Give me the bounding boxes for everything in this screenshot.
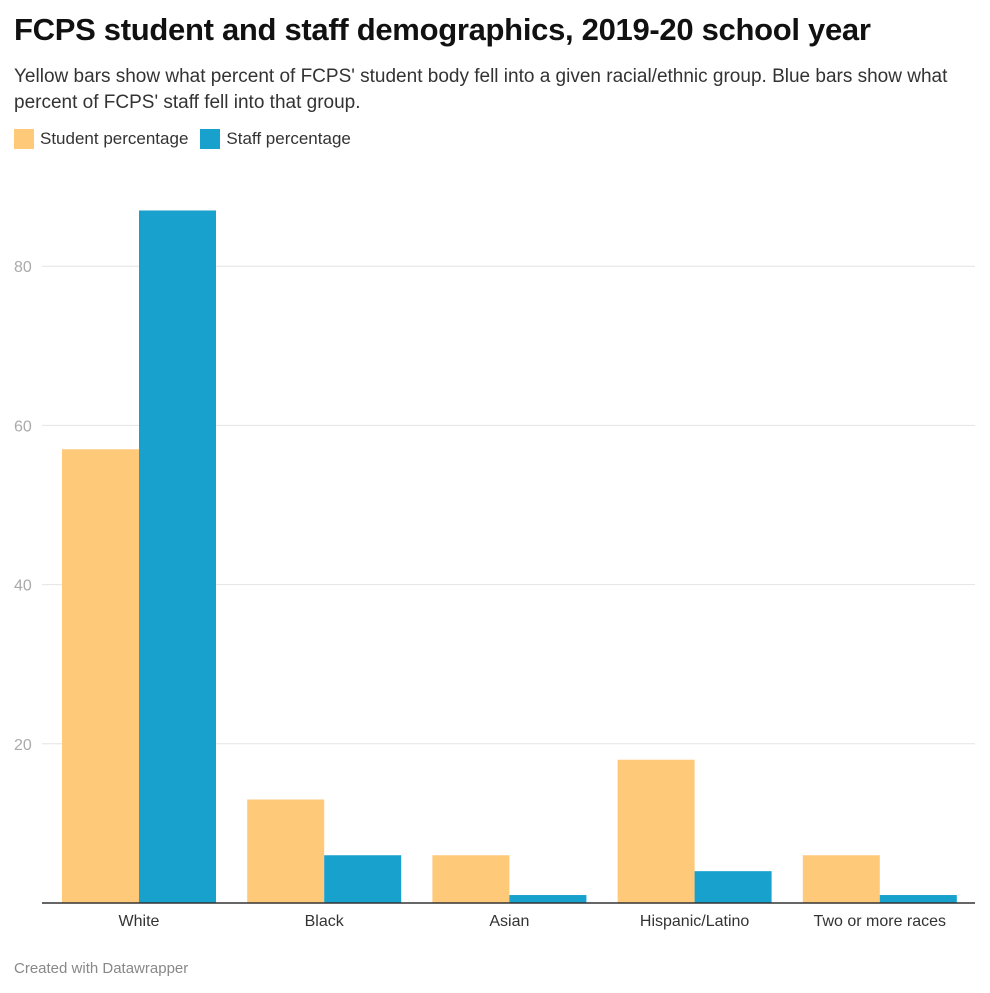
legend-item-staff: Staff percentage — [200, 129, 351, 149]
legend-label-student: Student percentage — [40, 129, 189, 148]
legend-swatch-staff — [200, 129, 221, 149]
legend-swatch-student — [14, 129, 34, 149]
bar-staff-1 — [324, 855, 402, 903]
x-tick-label: White — [119, 913, 160, 930]
chart-title: FCPS student and staff demographics, 201… — [14, 12, 871, 47]
legend-label-staff: Staff percentage — [226, 129, 351, 148]
bar-student-4 — [802, 855, 880, 903]
x-tick-label: Two or more races — [814, 913, 946, 930]
y-tick-label: 60 — [14, 418, 32, 435]
footer-credit: Created with Datawrapper — [14, 960, 189, 977]
bar-staff-4 — [879, 895, 957, 903]
bar-student-1 — [247, 799, 325, 903]
x-tick-label: Black — [305, 913, 345, 930]
bar-staff-0 — [139, 210, 216, 904]
y-tick-label: 20 — [14, 737, 32, 754]
chart-subtitle: Yellow bars show what percent of FCPS' s… — [14, 66, 948, 113]
legend: Student percentage Staff percentage — [14, 129, 363, 149]
bar-staff-2 — [509, 895, 587, 903]
y-tick-label: 40 — [14, 578, 32, 595]
legend-item-student: Student percentage — [14, 129, 188, 149]
y-tick-label: 80 — [14, 259, 32, 276]
bar-student-0 — [62, 449, 139, 903]
x-tick-label: Hispanic/Latino — [640, 913, 750, 930]
bar-staff-3 — [694, 871, 772, 903]
bar-student-3 — [617, 759, 695, 903]
x-tick-label: Asian — [489, 913, 529, 930]
bar-student-2 — [432, 855, 510, 903]
